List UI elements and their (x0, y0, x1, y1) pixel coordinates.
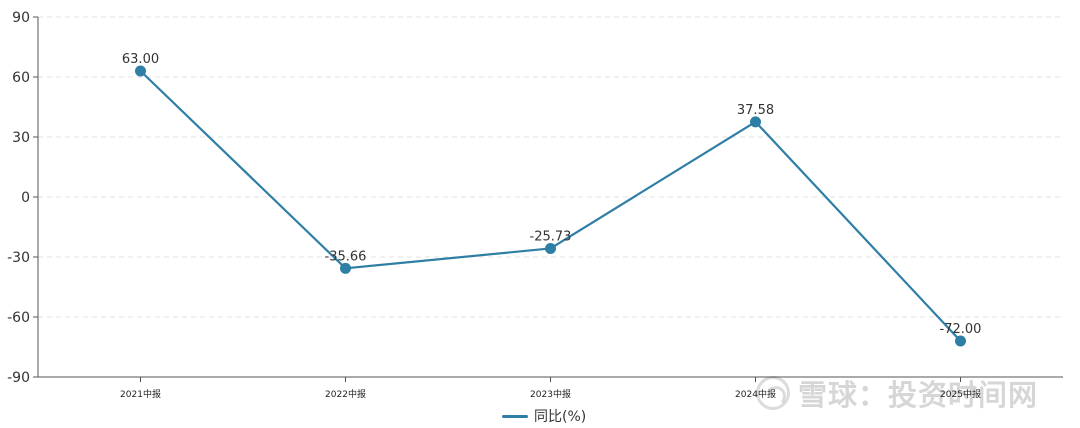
legend-swatch (502, 414, 528, 418)
data-label: -72.00 (940, 322, 982, 337)
data-point (340, 262, 351, 274)
data-label: -25.73 (530, 229, 572, 244)
data-points (135, 65, 966, 347)
series-line (139, 70, 962, 342)
snowball-logo-icon (756, 376, 790, 410)
y-tick-label: 30 (12, 130, 30, 146)
watermark-text: 雪球：投资时间网 (798, 378, 1039, 412)
data-label: 63.00 (122, 52, 159, 67)
series-lines (139, 70, 962, 342)
y-axis: 90 60 30 0 -30 -60 -90 (7, 10, 39, 386)
x-tick-label: 2021中报 (120, 388, 161, 400)
y-tick-label: -30 (7, 250, 30, 266)
data-label: -35.66 (325, 249, 367, 264)
x-axis: 2021中报 2022中报 2023中报 2024中报 2025中报 (38, 376, 1063, 400)
watermark: 雪球：投资时间网 (756, 372, 1038, 414)
data-point (135, 65, 146, 77)
grid-lines (38, 16, 1063, 318)
x-tick-label: 2025中报 (940, 388, 981, 400)
data-point (545, 242, 556, 254)
y-tick-label: 90 (12, 10, 30, 26)
legend[interactable]: 同比(%) (502, 406, 586, 426)
y-tick-label: -90 (7, 370, 30, 386)
x-tick-label: 2022中报 (325, 388, 366, 400)
y-tick-label: 0 (21, 190, 30, 206)
data-labels: 63.00 -35.66 -25.73 37.58 -72.00 (122, 52, 982, 337)
data-point (955, 335, 966, 347)
data-point (750, 116, 761, 128)
y-tick-label: 60 (12, 70, 30, 86)
x-tick-label: 2023中报 (530, 388, 571, 400)
data-label: 37.58 (737, 103, 774, 118)
y-tick-label: -60 (7, 310, 30, 326)
legend-label: 同比(%) (534, 409, 587, 425)
